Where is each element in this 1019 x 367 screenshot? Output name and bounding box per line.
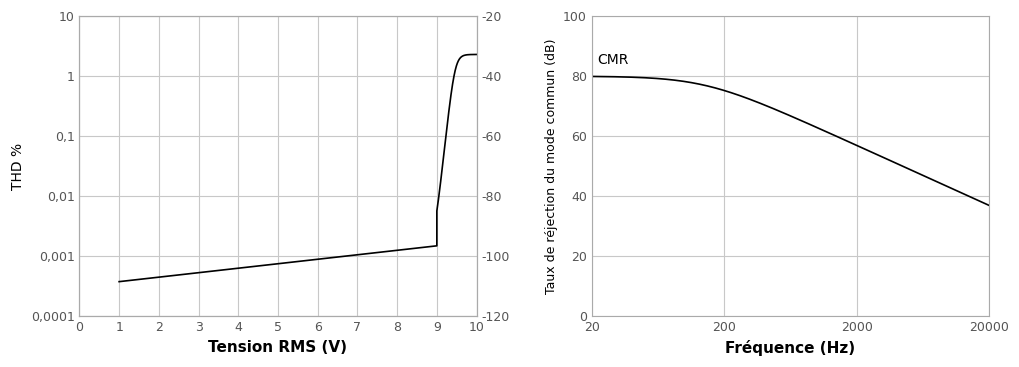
Y-axis label: Taux de réjection du mode commun (dB): Taux de réjection du mode commun (dB)	[544, 39, 557, 294]
X-axis label: Tension RMS (V): Tension RMS (V)	[208, 340, 347, 355]
X-axis label: Fréquence (Hz): Fréquence (Hz)	[725, 340, 855, 356]
Y-axis label: THD %: THD %	[11, 143, 25, 190]
Text: CMR: CMR	[597, 53, 628, 67]
